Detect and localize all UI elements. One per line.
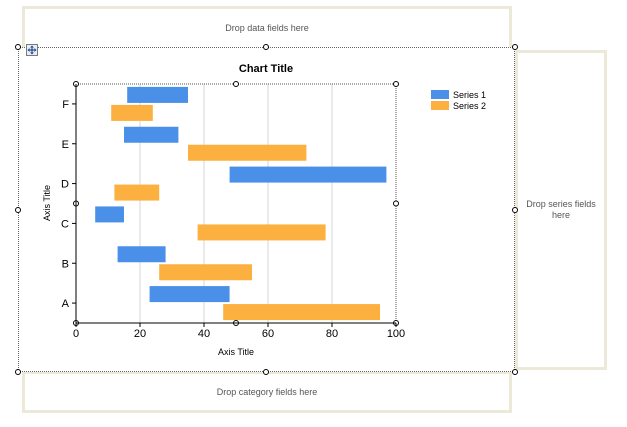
x-tick-label: 80 [326,328,338,340]
legend-label: Series 2 [453,101,486,111]
legend-label: Series 1 [453,90,486,100]
bar-2 [159,264,252,281]
y-tick-label: B [62,258,69,270]
resize-handle-bottom-center[interactable] [263,369,269,375]
bar-1 [229,166,387,183]
category-fields-drop-label: Drop category fields here [216,387,318,397]
plot-area-handle [233,81,239,87]
y-tick-label: E [62,139,69,151]
x-tick-label: 40 [198,328,210,340]
bar-2 [197,224,326,241]
resize-handle-top-left[interactable] [15,44,21,50]
x-tick-label: 100 [387,328,405,340]
move-handle-icon[interactable] [26,44,38,56]
legend-swatch [431,90,449,99]
axes [72,81,399,327]
resize-handle-middle-right[interactable] [512,207,518,213]
plot-area-handle [393,200,399,207]
data-fields-drop-label: Drop data fields here [225,23,309,33]
bar-1 [117,246,166,263]
bar-2 [188,144,307,161]
legend-swatch [431,101,449,110]
y-tick-label: C [61,218,69,230]
y-tick-label: F [62,99,69,111]
bar-1 [127,86,188,103]
resize-handle-middle-left[interactable] [15,207,21,213]
series-fields-drop-label: Drop series fields here [526,199,596,220]
bar-1 [124,126,179,143]
x-axis-title: Axis Title [218,347,254,357]
y-axis-title: Axis Title [42,185,52,221]
resize-handle-top-center[interactable] [263,44,269,50]
resize-handle-top-right[interactable] [512,44,518,50]
bar-1 [95,206,124,223]
y-tick-label: A [62,298,70,310]
bar-2 [223,304,380,321]
bar-2 [114,184,160,201]
tick-labels: 0 20 40 60 80 100 A B C D E F [61,99,405,340]
bars [95,86,387,321]
gridlines [139,84,333,323]
bar-2 [111,104,153,121]
y-tick-label: D [61,179,69,191]
resize-handle-bottom-left[interactable] [15,369,21,375]
bar-1 [149,286,230,303]
x-tick-label: 0 [73,328,79,340]
plot-area-handle [393,81,399,87]
x-tick-label: 20 [134,328,146,340]
chart-title: Chart Title [239,63,293,75]
x-tick-label: 60 [262,328,274,340]
resize-handle-bottom-right[interactable] [512,369,518,375]
